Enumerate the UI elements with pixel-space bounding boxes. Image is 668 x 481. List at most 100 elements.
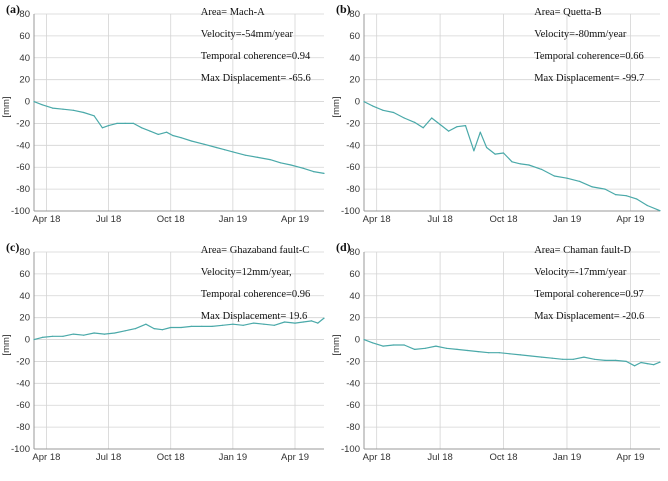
y-tick-label: -40 xyxy=(16,140,30,151)
y-tick-label: -60 xyxy=(346,400,360,411)
data-point xyxy=(509,353,511,355)
data-point xyxy=(221,324,224,326)
annotation-text: Temporal coherence=0.97 xyxy=(534,289,644,300)
data-point xyxy=(313,171,315,173)
data-point xyxy=(93,115,95,117)
y-tick-label: 20 xyxy=(349,75,360,86)
x-tick-label: Jan 19 xyxy=(553,214,582,225)
data-point xyxy=(530,355,532,357)
annotation-text: Area= Quetta-B xyxy=(534,7,601,18)
data-point xyxy=(161,329,163,331)
y-tick-label: 20 xyxy=(19,313,30,324)
data-point xyxy=(511,161,513,163)
data-point xyxy=(479,131,481,133)
data-point xyxy=(114,332,116,334)
y-tick-label: 0 xyxy=(355,335,360,346)
data-point xyxy=(157,133,159,135)
x-tick-label: Jul 18 xyxy=(96,214,121,225)
x-tick-label: Apr 19 xyxy=(281,214,309,225)
data-point xyxy=(190,325,192,327)
annotation-text: Temporal coherence=0.66 xyxy=(534,51,644,62)
data-point xyxy=(124,330,126,332)
data-point xyxy=(215,146,217,149)
y-tick-label: -40 xyxy=(346,378,360,389)
data-point xyxy=(494,153,496,155)
data-point xyxy=(263,323,265,325)
data-point xyxy=(445,347,448,349)
data-point xyxy=(604,359,606,361)
data-point xyxy=(52,107,54,109)
data-point xyxy=(371,342,374,344)
annotation-text: Max Displacement= -99.7 xyxy=(534,73,644,84)
data-point xyxy=(166,131,168,133)
x-tick-label: Jul 18 xyxy=(96,452,121,463)
data-point xyxy=(403,344,405,346)
y-axis-label: [mm] xyxy=(1,96,12,117)
displacement-series-line xyxy=(363,339,661,367)
y-tick-label: 60 xyxy=(19,31,30,42)
data-point xyxy=(101,127,103,129)
data-point xyxy=(519,163,522,165)
data-point xyxy=(414,121,416,123)
data-point xyxy=(224,149,226,151)
y-tick-label: -60 xyxy=(346,162,360,173)
data-point xyxy=(498,352,500,354)
data-point xyxy=(33,101,35,103)
data-point xyxy=(424,347,426,349)
data-point xyxy=(502,152,505,154)
data-point xyxy=(33,339,35,341)
data-point xyxy=(371,105,374,107)
y-tick-label: -80 xyxy=(16,184,30,195)
y-tick-label: 0 xyxy=(25,97,30,108)
data-point xyxy=(72,333,74,335)
data-point xyxy=(141,127,143,129)
data-point xyxy=(456,126,458,128)
data-point xyxy=(124,122,126,124)
y-tick-label: 80 xyxy=(19,9,30,20)
panel-label: (c) xyxy=(6,240,19,254)
y-tick-label: -100 xyxy=(11,444,30,455)
data-point xyxy=(464,125,467,127)
data-point xyxy=(323,317,325,319)
x-tick-label: Jan 19 xyxy=(219,452,248,463)
data-point xyxy=(273,324,275,326)
data-point xyxy=(203,143,205,145)
y-tick-label: -60 xyxy=(16,162,30,173)
y-tick-label: -80 xyxy=(346,422,360,433)
y-tick-label: 60 xyxy=(19,269,30,280)
annotation-text: Max Displacement= -20.6 xyxy=(534,311,644,322)
data-point xyxy=(290,164,292,166)
annotation-text: Velocity=-80mm/year xyxy=(534,29,627,40)
y-tick-label: -20 xyxy=(346,356,360,367)
x-tick-label: Apr 19 xyxy=(616,214,644,225)
y-tick-label: -60 xyxy=(16,400,30,411)
data-point xyxy=(456,348,458,350)
y-tick-label: -100 xyxy=(11,206,30,217)
data-point xyxy=(572,358,574,360)
data-point xyxy=(108,125,110,127)
data-point xyxy=(83,334,85,336)
data-point xyxy=(242,324,244,326)
data-point xyxy=(132,122,134,124)
data-point xyxy=(294,322,296,324)
data-point xyxy=(646,363,648,365)
annotation-text: Max Displacement= -65.6 xyxy=(201,73,311,84)
y-tick-label: 40 xyxy=(349,53,360,64)
data-point xyxy=(302,167,304,169)
y-tick-label: -100 xyxy=(341,206,360,217)
x-tick-label: Jan 19 xyxy=(553,452,582,463)
annotation-text: Velocity=12mm/year, xyxy=(201,267,292,278)
y-tick-label: -20 xyxy=(346,118,360,129)
x-tick-label: Apr 18 xyxy=(32,452,60,463)
y-tick-label: 40 xyxy=(349,291,360,302)
data-point xyxy=(467,349,469,352)
x-tick-label: Apr 18 xyxy=(32,214,60,225)
data-point xyxy=(403,117,405,119)
y-tick-label: -80 xyxy=(16,422,30,433)
data-point xyxy=(435,345,437,347)
data-point xyxy=(41,104,43,106)
data-point xyxy=(486,146,488,149)
